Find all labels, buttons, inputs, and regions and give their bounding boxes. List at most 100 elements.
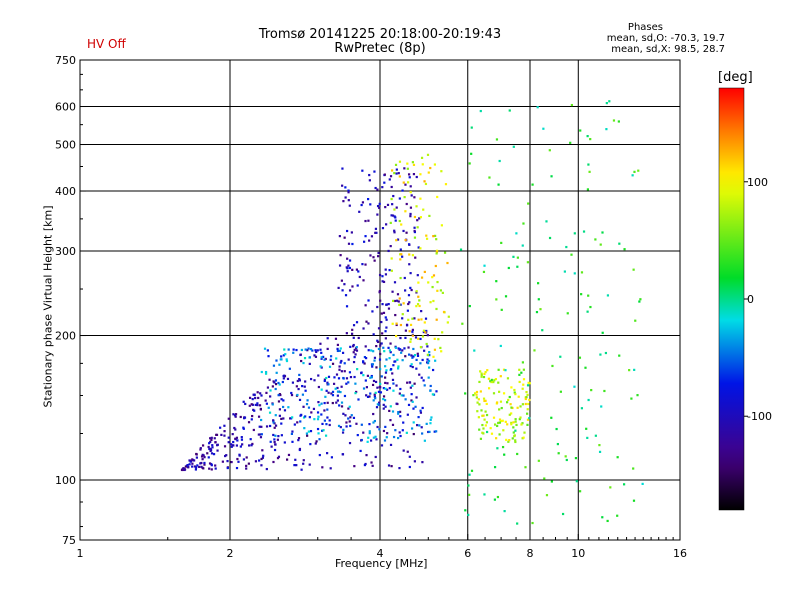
data-point: [390, 465, 393, 468]
data-point: [518, 373, 521, 376]
data-point: [347, 199, 350, 202]
data-point: [344, 186, 347, 189]
data-point: [334, 337, 338, 340]
data-point: [363, 240, 366, 243]
data-point: [543, 477, 546, 480]
data-point: [486, 369, 489, 372]
y-tick-label: 300: [55, 245, 76, 258]
data-point: [260, 425, 263, 428]
data-point: [389, 221, 392, 225]
data-point: [349, 375, 353, 379]
data-point: [338, 368, 341, 371]
data-point: [533, 349, 536, 352]
data-point: [573, 385, 576, 388]
data-point: [348, 289, 352, 292]
data-point: [482, 414, 485, 417]
data-point: [309, 348, 313, 351]
data-point: [352, 324, 356, 327]
data-point: [405, 202, 408, 206]
data-point: [314, 355, 318, 358]
data-point: [420, 376, 423, 379]
data-point: [381, 280, 384, 283]
data-point: [528, 382, 531, 385]
data-point: [475, 396, 478, 399]
data-point: [537, 298, 540, 301]
data-point: [506, 377, 510, 380]
data-point: [196, 464, 199, 467]
data-point: [493, 498, 497, 501]
data-point: [393, 231, 396, 234]
data-point: [343, 283, 346, 286]
data-point: [292, 351, 295, 354]
data-point: [384, 330, 387, 333]
data-point: [327, 375, 331, 378]
data-point: [398, 431, 401, 434]
data-point: [320, 402, 323, 405]
data-point: [439, 289, 442, 292]
data-point: [431, 393, 434, 396]
data-point: [292, 348, 295, 351]
data-point: [361, 169, 364, 172]
data-point: [369, 203, 372, 206]
data-point: [320, 357, 323, 360]
data-point: [341, 431, 345, 434]
data-point: [325, 423, 328, 426]
data-point: [375, 231, 378, 234]
data-point: [256, 402, 259, 405]
data-point: [364, 345, 367, 348]
data-point: [337, 424, 341, 428]
data-point: [527, 402, 530, 406]
data-point: [302, 416, 306, 419]
data-point: [376, 213, 379, 216]
data-point: [524, 397, 527, 401]
data-point: [340, 385, 343, 388]
data-point: [496, 447, 499, 450]
data-point: [210, 452, 214, 455]
data-point: [398, 219, 401, 223]
y-tick-label: 750: [55, 54, 76, 67]
data-point: [387, 249, 390, 253]
data-point: [514, 429, 517, 432]
data-point: [429, 301, 432, 304]
data-point: [338, 349, 341, 352]
data-point: [505, 438, 508, 441]
data-point: [344, 414, 347, 417]
data-point: [265, 391, 268, 394]
data-point: [355, 422, 358, 425]
data-point: [481, 414, 484, 417]
data-point: [479, 437, 483, 440]
data-point: [213, 437, 216, 440]
data-point: [324, 434, 328, 437]
data-point: [415, 367, 418, 370]
data-point: [598, 444, 601, 447]
data-point: [366, 440, 369, 443]
data-point: [421, 335, 425, 338]
data-point: [237, 460, 240, 463]
data-point: [316, 418, 320, 421]
data-point: [389, 443, 393, 447]
data-point: [386, 382, 389, 385]
data-point: [260, 418, 263, 422]
data-point: [320, 388, 323, 391]
data-point: [347, 242, 351, 245]
data-point: [265, 402, 268, 405]
colorbar-tick-label: 100: [747, 176, 768, 189]
data-point: [419, 216, 423, 219]
data-point: [322, 355, 325, 358]
data-point: [589, 138, 592, 141]
data-point: [399, 248, 402, 251]
data-point: [492, 380, 495, 384]
data-point: [408, 455, 411, 458]
data-point: [186, 463, 189, 467]
data-point: [308, 416, 311, 419]
data-point: [395, 334, 398, 338]
data-point: [416, 354, 420, 357]
data-point: [201, 444, 205, 447]
data-point: [256, 391, 259, 394]
data-point: [521, 361, 525, 364]
data-point: [391, 378, 395, 381]
data-point: [363, 463, 367, 467]
x-tick-label: 8: [527, 547, 534, 560]
data-point: [324, 395, 327, 398]
data-point: [441, 291, 444, 294]
